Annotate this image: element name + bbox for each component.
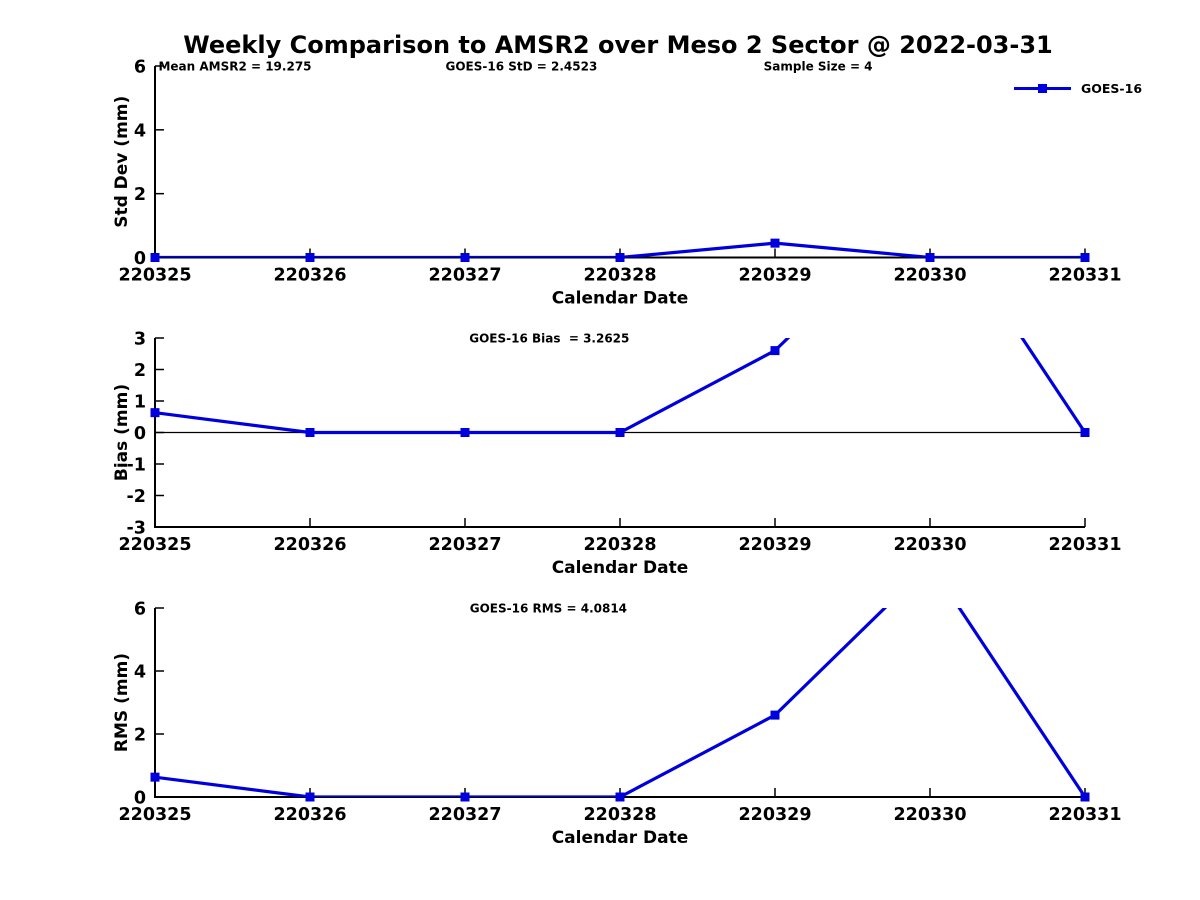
data-point-marker (460, 253, 470, 262)
subplot-std-dev-mm: 0 2 4 6 220325 220326 220327 220328 220329 220330… (112, 58, 1122, 309)
x-tick-label: 220326 (273, 805, 346, 825)
subplot-bias-mm: -3 -2 -1 0 1 2 3 220325 220326 220327 220328 220329… (112, 330, 1122, 579)
subplot-annotation: Sample Size = 4 (764, 60, 873, 74)
legend-sample-marker (1038, 84, 1047, 93)
x-tick-label: 220329 (738, 805, 811, 825)
x-tick-label: 220326 (273, 535, 346, 555)
x-tick-label: 220330 (893, 535, 966, 555)
y-tick-label: 4 (134, 663, 146, 683)
x-tick-label: 220328 (583, 535, 656, 555)
data-point-marker (1080, 253, 1090, 262)
y-tick-label: 3 (134, 330, 146, 350)
y-tick-label: 0 (134, 789, 146, 809)
x-tick-label: 220328 (583, 266, 656, 286)
y-axis-title: Bias (mm) (112, 384, 132, 481)
x-tick-label: 220331 (1048, 266, 1121, 286)
y-tick-label: 2 (134, 361, 146, 381)
y-tick-label: -3 (127, 519, 146, 539)
data-point-marker (615, 792, 625, 802)
data-point-marker (770, 346, 780, 356)
x-tick-label: 220330 (893, 266, 966, 286)
y-tick-label: 0 (134, 424, 146, 444)
y-tick-label: -2 (127, 487, 146, 507)
y-axis-title: RMS (mm) (112, 653, 132, 752)
data-point-marker (615, 428, 625, 437)
y-tick-label: 6 (134, 58, 146, 78)
data-point-marker (150, 253, 160, 262)
data-point-marker (615, 253, 625, 262)
x-tick-label: 220325 (118, 266, 191, 286)
y-axis-title: Std Dev (mm) (112, 96, 132, 228)
data-point-marker (770, 710, 780, 720)
x-tick-label: 220327 (428, 266, 501, 286)
x-tick-label: 220325 (118, 535, 191, 555)
series-line-goes-16 (155, 338, 1085, 435)
x-tick-label: 220326 (273, 266, 346, 286)
subplot-rms-mm: 0 2 4 6 220325 220326 220327 220328 220329 220330… (112, 600, 1122, 849)
data-point-marker (150, 772, 160, 782)
legend: GOES-16 (1014, 81, 1142, 96)
x-tick-label: 220329 (738, 266, 811, 286)
x-tick-label: 220328 (583, 805, 656, 825)
x-tick-label: 220327 (428, 535, 501, 555)
y-tick-label: 1 (134, 393, 146, 413)
data-point-marker (925, 253, 935, 262)
subplot-annotation: GOES-16 Bias = 3.2625 (469, 332, 629, 346)
y-tick-label: 6 (134, 600, 146, 620)
x-axis-title: Calendar Date (552, 828, 689, 848)
y-tick-label: 2 (134, 185, 146, 205)
series-line-goes-16 (155, 608, 1085, 797)
legend-line-sample (1014, 84, 1071, 93)
x-tick-label: 220329 (738, 535, 811, 555)
data-point-marker (150, 408, 160, 418)
figure-title: Weekly Comparison to AMSR2 over Meso 2 S… (183, 31, 1053, 59)
y-tick-label: 0 (134, 249, 146, 269)
x-tick-label: 220330 (893, 805, 966, 825)
y-tick-label: 4 (134, 121, 146, 141)
legend-series-label: GOES-16 (1081, 81, 1143, 96)
data-point-marker (1080, 792, 1090, 802)
x-tick-label: 220331 (1048, 535, 1121, 555)
data-point-marker (460, 792, 470, 802)
x-tick-label: 220331 (1048, 805, 1121, 825)
subplot-annotation: GOES-16 StD = 2.4523 (446, 60, 598, 74)
data-point-marker (305, 792, 315, 802)
data-point-marker (770, 238, 780, 248)
x-tick-label: 220325 (118, 805, 191, 825)
y-tick-label: 2 (134, 726, 146, 746)
x-tick-label: 220327 (428, 805, 501, 825)
data-point-marker (305, 253, 315, 262)
data-point-marker (460, 428, 470, 437)
subplot-annotation: Mean AMSR2 = 19.275 (158, 60, 311, 74)
x-axis-title: Calendar Date (552, 289, 689, 309)
subplot-annotation: GOES-16 RMS = 4.0814 (470, 602, 627, 616)
data-point-marker (305, 428, 315, 437)
y-tick-label: -1 (127, 456, 146, 476)
data-point-marker (1080, 428, 1090, 437)
x-axis-title: Calendar Date (552, 558, 689, 578)
